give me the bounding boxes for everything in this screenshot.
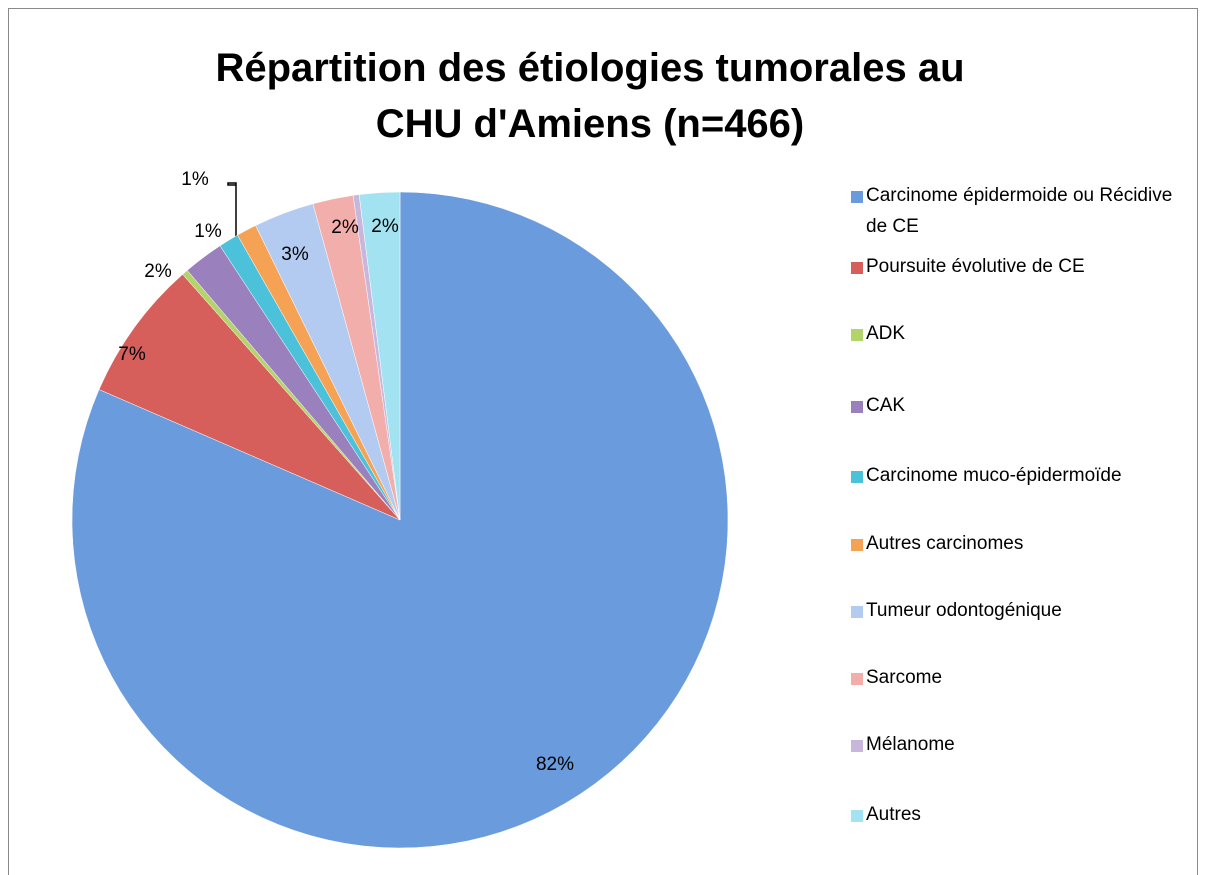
legend-label: Carcinome muco-épidermoïde bbox=[866, 465, 1122, 486]
pie-slice bbox=[98, 274, 401, 521]
data-label: 2% bbox=[371, 216, 399, 237]
data-label: 2% bbox=[144, 261, 172, 282]
legend-swatch bbox=[851, 191, 863, 203]
chart-title: Répartition des étiologies tumorales au … bbox=[215, 46, 965, 146]
legend-label: Carcinome épidermoide ou Récidive de CE bbox=[866, 185, 1173, 237]
legend-label: Autres carcinomes bbox=[866, 533, 1024, 554]
legend-label: Tumeur odontogénique bbox=[866, 600, 1062, 621]
legend-swatch bbox=[851, 810, 863, 822]
chart-frame bbox=[8, 8, 1198, 875]
data-label: 7% bbox=[118, 344, 146, 365]
legend-swatch bbox=[851, 401, 863, 413]
legend-label: Sarcome bbox=[866, 667, 943, 688]
legend-swatch bbox=[851, 262, 863, 274]
data-label: 1% bbox=[194, 221, 222, 242]
pie-slice bbox=[71, 191, 729, 849]
legend-swatch bbox=[851, 471, 863, 483]
legend-swatch bbox=[851, 539, 863, 551]
data-label: 82% bbox=[536, 754, 574, 775]
legend-swatch bbox=[851, 329, 863, 341]
legend-label: Mélanome bbox=[866, 734, 955, 755]
legend-label: Poursuite évolutive de CE bbox=[866, 256, 1085, 277]
legend-swatch bbox=[851, 673, 863, 685]
data-label: 2% bbox=[331, 217, 359, 238]
leader-line bbox=[227, 182, 237, 240]
legend-label: Autres bbox=[866, 804, 921, 825]
data-label: 3% bbox=[281, 244, 309, 265]
legend-swatch bbox=[851, 606, 863, 618]
data-label: 1% bbox=[181, 169, 209, 190]
pie-slice bbox=[358, 191, 401, 521]
legend-label: ADK bbox=[866, 323, 906, 344]
legend-label: CAK bbox=[866, 395, 906, 416]
legend-swatch bbox=[851, 740, 863, 752]
